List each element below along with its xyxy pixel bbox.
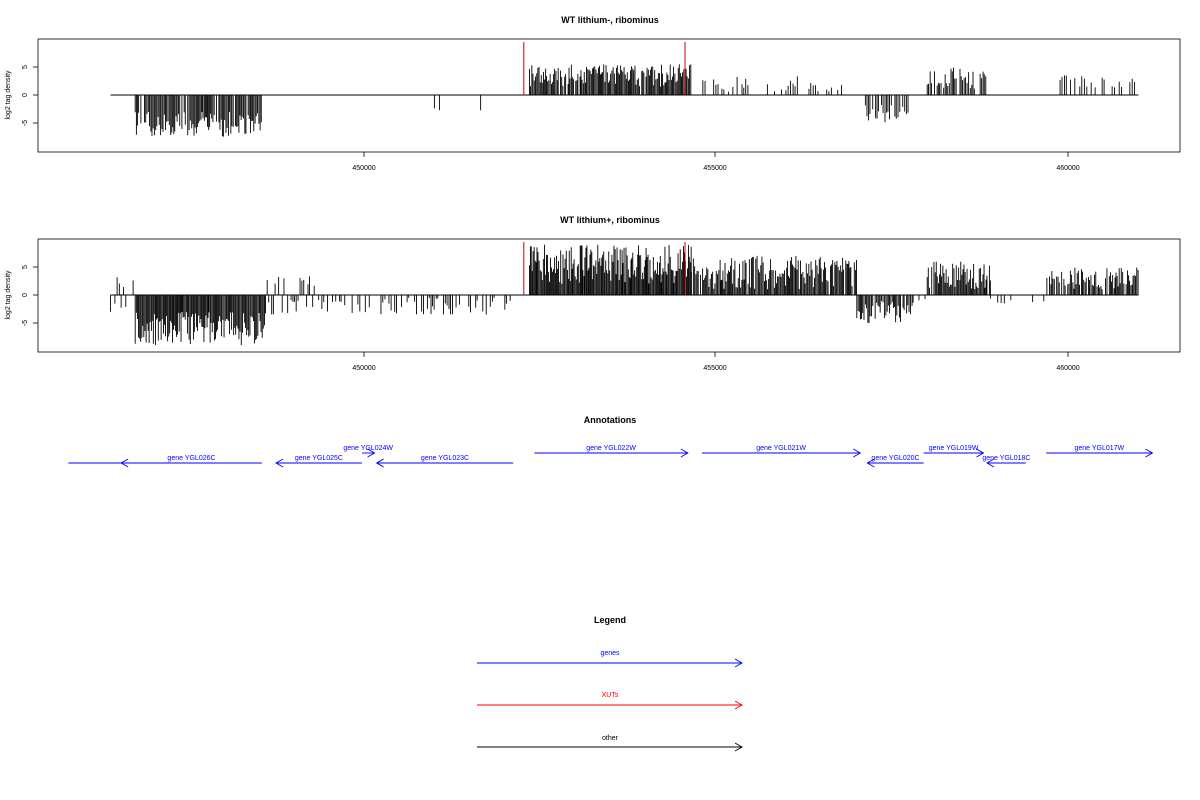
annotations-track: Annotations gene YGL026C gene YGL025Cgene… xyxy=(68,415,1154,468)
legend-arrowhead-genes xyxy=(734,658,743,668)
legend-item-genes: genes xyxy=(477,650,743,668)
gene-arrowhead xyxy=(853,448,862,458)
legend-title: Legend xyxy=(594,615,626,625)
legend-label-xuts: XUTs xyxy=(602,692,619,699)
panel-2-title: WT lithium+, ribominus xyxy=(560,215,660,225)
panel-2-frame xyxy=(37,238,1181,353)
panel-1-frame xyxy=(37,38,1181,153)
panel-2-ylabel: log2 tag density xyxy=(5,270,12,320)
panel-2-xtick-450000: 450000 xyxy=(352,365,375,372)
panel-1: WT lithium-, ribominus log2 tag density … xyxy=(5,15,1181,172)
gene-annotation: gene YGL025C xyxy=(275,455,362,468)
panel-1-title: WT lithium-, ribominus xyxy=(561,15,659,25)
legend-item-xuts: XUTs xyxy=(477,692,743,710)
gene-annotation: gene YGL021W xyxy=(701,445,862,458)
gene-arrowhead xyxy=(680,448,689,458)
gene-label: gene YGL018C xyxy=(982,455,1030,462)
gene-annotation: gene YGL019W xyxy=(923,445,985,458)
legend: Legend genes XUTs other xyxy=(477,615,743,752)
legend-item-other: other xyxy=(477,735,743,752)
gene-arrowhead xyxy=(367,448,376,458)
gene-label: gene YGL019W xyxy=(929,445,979,452)
panel-2-xtick-455000: 455000 xyxy=(703,365,726,372)
panel-2-ytick-0: 0 xyxy=(22,293,29,297)
gene-label: gene YGL017W xyxy=(1074,445,1124,452)
gene-label: gene YGL022W xyxy=(586,445,636,452)
legend-label-other: other xyxy=(602,735,619,742)
panel-1-xtick-455000: 455000 xyxy=(703,165,726,172)
gene-arrowhead xyxy=(1145,448,1154,458)
panel-1-xaxis: 450000 455000 460000 xyxy=(352,152,1080,172)
gene-label: gene YGL021W xyxy=(756,445,806,452)
gene-arrowhead xyxy=(986,458,995,468)
panel-2-yaxis: 5 0 -5 xyxy=(22,265,38,326)
legend-label-genes: genes xyxy=(600,650,620,657)
panel-1-ytick-5: 5 xyxy=(22,65,29,69)
gene-annotation: gene YGL017W xyxy=(1046,445,1154,458)
panel-2: WT lithium+, ribominus log2 tag density … xyxy=(5,215,1181,372)
gene-label: gene YGL025C xyxy=(295,455,343,462)
panel-1-ylabel: log2 tag density xyxy=(5,70,12,120)
gene-annotation: gene YGL023C xyxy=(375,455,514,468)
panel-2-ytick-neg5: -5 xyxy=(22,320,29,326)
panel-1-ytick-neg5: -5 xyxy=(22,120,29,126)
gene-label: gene YGL020C xyxy=(871,455,919,462)
gene-annotation: gene YGL026C xyxy=(120,455,262,468)
gene-arrowhead xyxy=(976,448,985,458)
panel-2-plot xyxy=(110,242,1139,346)
legend-arrowhead-xuts xyxy=(734,700,743,710)
gene-label: gene YGL024W xyxy=(343,445,393,452)
panel-2-ytick-5: 5 xyxy=(22,265,29,269)
gene-annotation: gene YGL018C xyxy=(982,455,1030,468)
gene-arrowhead xyxy=(120,458,129,468)
gene-arrowhead xyxy=(275,458,284,468)
gene-arrowhead xyxy=(866,458,875,468)
panel-1-plot xyxy=(110,42,1139,137)
panel-2-xaxis: 450000 455000 460000 xyxy=(352,352,1080,372)
gene-annotation: gene YGL020C xyxy=(866,455,924,468)
gene-label: gene YGL026C xyxy=(167,455,215,462)
annotations-title: Annotations xyxy=(584,415,637,425)
panel-2-xtick-460000: 460000 xyxy=(1056,365,1079,372)
panel-1-yaxis: 5 0 -5 xyxy=(22,65,38,126)
legend-arrowhead-other xyxy=(734,742,743,752)
gene-annotation: gene YGL024W xyxy=(343,445,393,458)
panel-1-xtick-460000: 460000 xyxy=(1056,165,1079,172)
panel-1-xtick-450000: 450000 xyxy=(352,165,375,172)
gene-label: gene YGL023C xyxy=(421,455,469,462)
gene-annotation: gene YGL022W xyxy=(534,445,689,458)
gene-arrowhead xyxy=(375,458,384,468)
panel-1-ytick-0: 0 xyxy=(22,93,29,97)
